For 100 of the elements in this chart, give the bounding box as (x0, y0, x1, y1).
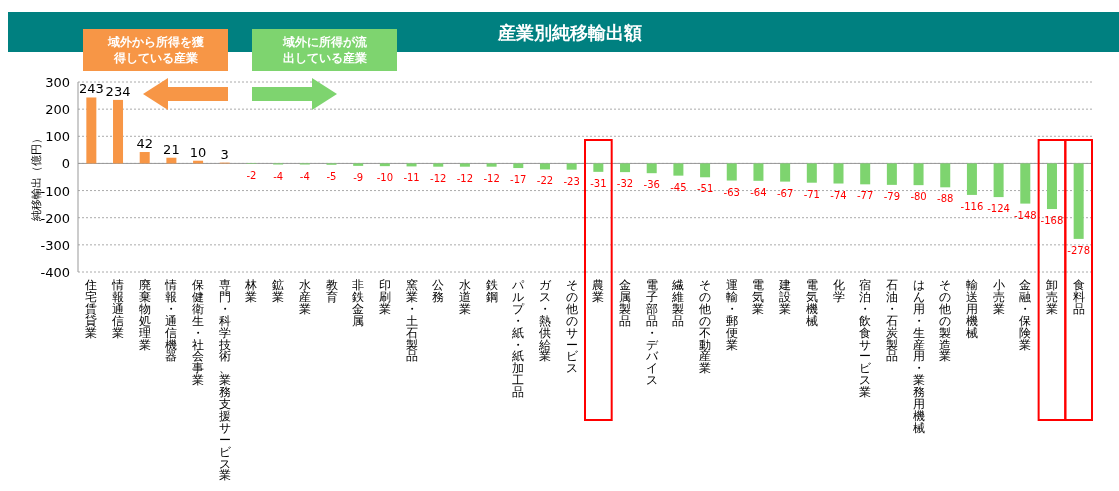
data-label: -67 (776, 187, 794, 199)
bar (353, 163, 364, 166)
bar (406, 163, 417, 167)
data-label: -51 (696, 183, 714, 195)
x-tick-label: 運輸・郵便業 (725, 278, 738, 352)
x-tick-label: 電気業 (752, 278, 765, 316)
bar (139, 152, 150, 164)
bar (593, 163, 604, 172)
data-label: -22 (536, 175, 554, 187)
x-tick-label: 食料品 (1072, 278, 1085, 316)
x-tick-label: 廃棄物処理業 (138, 278, 151, 352)
x-tick-label: その他の不動産業 (699, 278, 712, 376)
data-label: 42 (136, 136, 153, 152)
x-tick-label: 印刷業 (378, 278, 391, 316)
y-axis-title: 純移輸出（億円） (30, 133, 43, 221)
bar (886, 163, 897, 185)
x-tick-label: 輸送用機械 (965, 278, 978, 340)
x-tick-label: 非鉄金属 (352, 278, 365, 328)
data-label: -2 (246, 169, 257, 181)
data-label: -5 (326, 170, 337, 182)
x-tick-label: 情報・通信機器 (164, 278, 178, 364)
data-label: -63 (723, 186, 740, 198)
bar (700, 163, 711, 178)
x-tick-label: 建設業 (778, 278, 792, 316)
bar (113, 99, 124, 164)
data-label: -12 (430, 172, 447, 184)
data-label: 243 (78, 81, 104, 97)
data-label: -74 (830, 189, 847, 201)
data-label: 10 (189, 144, 207, 160)
bar (673, 163, 684, 176)
bar (780, 163, 791, 182)
data-label: -11 (403, 172, 420, 184)
data-label: -12 (456, 172, 474, 184)
bar (486, 163, 497, 167)
data-label: 21 (163, 141, 180, 157)
x-tick-label: 金融・保険業 (1019, 278, 1032, 352)
x-tick-label: 繊維製品 (671, 278, 685, 328)
data-label: -116 (960, 200, 984, 212)
data-label: -79 (883, 190, 901, 202)
bar (913, 163, 924, 186)
data-label: -9 (353, 171, 364, 183)
category-label: 保健衛生・社会事業 (192, 278, 205, 388)
data-label: -12 (483, 172, 500, 184)
bar (539, 163, 550, 170)
data-label: -124 (987, 203, 1010, 215)
x-tick-label: 水産業 (298, 278, 311, 316)
bar (646, 163, 657, 174)
category-label: 専門・科学技術、業務支援サービス業 (218, 278, 231, 483)
x-tick-label: 金属製品 (619, 278, 632, 328)
y-tick-label: -300 (40, 237, 70, 253)
x-tick-label: 化学 (832, 278, 845, 304)
y-tick-label: 0 (61, 156, 70, 172)
bar (753, 163, 764, 181)
bar (620, 163, 631, 173)
bar (433, 163, 444, 167)
bar (379, 163, 390, 167)
data-label: -80 (910, 191, 927, 203)
x-tick-label: その他のサービス (565, 278, 579, 376)
bar (833, 163, 844, 184)
chart-title: 産業別純移輸出額 (497, 22, 642, 43)
data-label: -4 (299, 170, 310, 182)
x-tick-label: 水道業 (458, 278, 471, 316)
bar (1073, 163, 1084, 239)
bar (1020, 163, 1031, 204)
data-label: -10 (376, 172, 394, 184)
x-tick-label: 農業 (592, 278, 605, 304)
data-label: -77 (857, 190, 874, 202)
bar (993, 163, 1004, 198)
data-label: -23 (563, 175, 580, 187)
x-tick-label: 窯業・土石製品 (405, 278, 418, 364)
data-label: -45 (670, 181, 687, 193)
category-label: パルプ・紙・紙加工品 (512, 278, 525, 400)
x-tick-label: 林業 (244, 278, 258, 304)
bar (459, 163, 470, 167)
y-tick-label: -100 (40, 183, 70, 199)
x-tick-label: 鉄鋼 (485, 278, 498, 304)
y-tick-label: -400 (40, 265, 70, 280)
x-tick-label: 住宅賃貸業 (84, 278, 98, 340)
x-tick-label: 卸売業 (1045, 278, 1058, 316)
data-label: 3 (220, 146, 229, 162)
bar (513, 163, 524, 169)
x-tick-label: 情報通信業 (111, 278, 125, 340)
x-tick-label: 石油・石炭製品 (885, 278, 898, 364)
bar (566, 163, 577, 170)
data-label: 234 (105, 83, 131, 99)
bar (860, 163, 871, 185)
data-label: -64 (750, 186, 767, 198)
y-tick-label: 100 (45, 129, 70, 145)
y-tick-label: -200 (40, 210, 70, 226)
data-label: -4 (273, 170, 284, 182)
bar (86, 97, 97, 164)
data-label: -168 (1040, 215, 1064, 227)
x-tick-label: 教育 (325, 278, 338, 304)
bar (940, 163, 951, 188)
category-label: 宿泊・飲食サービス業 (859, 278, 872, 400)
category-label: はん用・生産用・業務用機械 (912, 278, 925, 435)
bar (806, 163, 817, 183)
data-label: -31 (590, 177, 607, 189)
y-tick-label: 300 (45, 75, 70, 90)
data-label: -88 (937, 193, 954, 205)
